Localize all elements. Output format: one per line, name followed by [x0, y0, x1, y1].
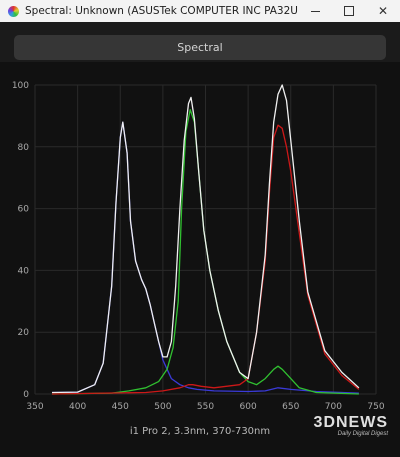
minimize-icon — [310, 10, 320, 12]
y-tick-label: 80 — [18, 143, 30, 153]
window-title: Spectral: Unknown (ASUSTek COMPUTER INC … — [25, 5, 298, 17]
y-tick-label: 100 — [12, 81, 29, 91]
maximize-button[interactable] — [332, 0, 366, 22]
x-tick-label: 600 — [240, 402, 257, 412]
close-button[interactable]: ✕ — [366, 0, 400, 22]
x-tick-label: 350 — [26, 402, 43, 412]
tab-spectral[interactable]: Spectral — [14, 35, 386, 60]
x-tick-label: 650 — [282, 402, 299, 412]
close-icon: ✕ — [377, 4, 389, 18]
minimize-button[interactable] — [298, 0, 332, 22]
y-tick-label: 60 — [18, 205, 30, 215]
app-icon — [8, 5, 19, 17]
watermark-main: 3DNEWS — [313, 414, 388, 431]
x-tick-label: 400 — [69, 402, 86, 412]
window-titlebar: Spectral: Unknown (ASUSTek COMPUTER INC … — [0, 0, 400, 22]
x-tick-label: 500 — [154, 402, 171, 412]
y-tick-label: 40 — [18, 266, 30, 276]
series-line — [51, 124, 360, 395]
y-tick-label: 0 — [23, 390, 29, 400]
x-tick-label: 750 — [367, 402, 384, 412]
x-tick-label: 450 — [112, 402, 129, 412]
y-tick-label: 20 — [18, 328, 30, 338]
x-tick-label: 700 — [325, 402, 342, 412]
watermark-logo: 3DNEWS Daily Digital Digest — [313, 414, 388, 438]
watermark-sub: Daily Digital Digest — [337, 431, 388, 437]
instrument-label: i1 Pro 2, 3.3nm, 370-730nm — [129, 426, 271, 437]
tab-spectral-label: Spectral — [177, 41, 223, 54]
x-tick-label: 550 — [197, 402, 214, 412]
series-line — [51, 84, 360, 394]
maximize-icon — [344, 6, 354, 16]
